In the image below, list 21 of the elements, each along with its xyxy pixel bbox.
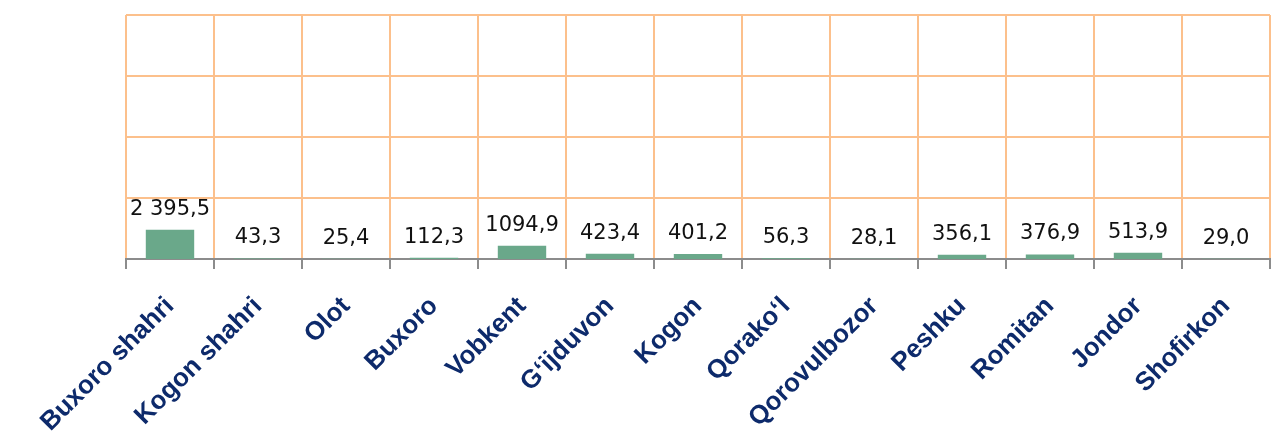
data-label: 423,4 (579, 219, 641, 244)
data-label: 2 395,5 (129, 195, 211, 220)
bar (1025, 254, 1075, 259)
data-label: 1094,9 (485, 211, 559, 236)
data-label: 401,2 (667, 220, 729, 245)
data-label: 43,3 (234, 224, 282, 249)
data-label: 513,9 (1107, 218, 1169, 243)
data-label: 28,1 (850, 224, 898, 249)
data-label: 29,0 (1202, 224, 1250, 249)
data-label: 356,1 (931, 220, 993, 245)
data-label: 25,4 (322, 224, 370, 249)
bar (497, 245, 547, 259)
data-label: 56,3 (762, 224, 810, 249)
x-tick-label: Olot (297, 289, 356, 349)
data-label: 376,9 (1019, 220, 1081, 245)
bar (1113, 252, 1163, 259)
bar (145, 229, 195, 259)
bar (585, 253, 635, 259)
data-label: 112,3 (403, 223, 465, 248)
bar (673, 254, 723, 259)
bar (937, 254, 987, 259)
